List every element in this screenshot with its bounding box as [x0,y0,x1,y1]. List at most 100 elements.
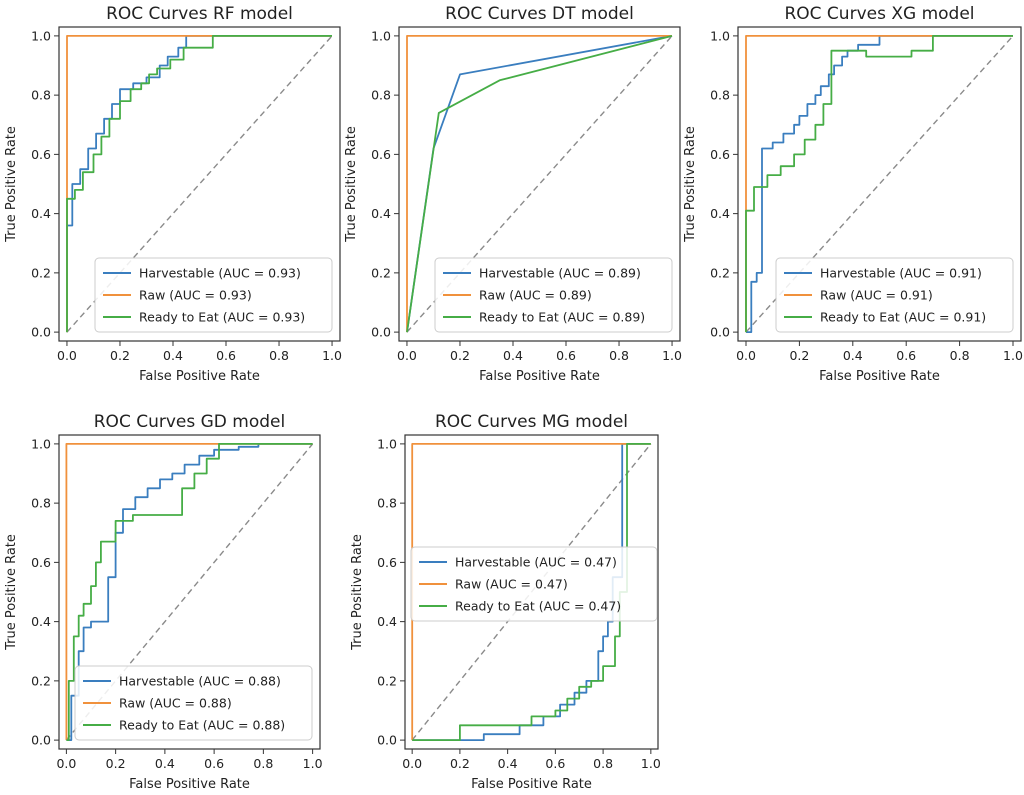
x-tick-label: 0.4 [843,348,863,363]
y-tick-label: 0.6 [371,147,391,162]
y-axis-label: True Positive Rate [350,534,365,651]
axes-frame [58,434,321,750]
legend-entry: Harvestable (AUC = 0.91) [820,266,982,281]
x-tick-label: 0.8 [609,348,629,363]
series-line-ready-to-eat [66,442,313,741]
y-tick-label: 0.2 [710,265,730,280]
legend: Harvestable (AUC = 0.89) Raw (AUC = 0.89)… [434,257,673,333]
y-tick-label: 0.0 [371,325,391,340]
chart-title: ROC Curves GD model [94,412,285,432]
subplot-4: ROC Curves GD model 0.0 0.2 0.4 0.6 0.8 1.0 0.0… [4,412,323,792]
y-axis-label: True Positive Rate [683,126,698,243]
series-line-raw [406,35,672,333]
x-tick-label: 0.6 [545,756,565,771]
x-tick-label: 0.6 [556,348,576,363]
y-tick-label: 0.0 [31,733,51,748]
x-tick-label: 0.2 [110,348,130,363]
legend-entry: Ready to Eat (AUC = 0.47) [455,599,621,614]
y-tick-label: 0.0 [710,325,730,340]
x-axis-label: False Positive Rate [819,369,940,384]
x-tick-label: 0.4 [163,348,183,363]
series-line-ready-to-eat [406,35,673,333]
y-tick-label: 0.4 [377,614,397,629]
y-tick-label: 1.0 [371,28,391,43]
x-tick-label: 0.6 [896,348,916,363]
x-axis-label: False Positive Rate [139,369,260,384]
x-tick-label: 0.4 [503,348,523,363]
chart-title: ROC Curves MG model [435,412,628,432]
axes-frame [58,26,341,342]
series-line-raw [411,442,651,741]
axes-frame [404,434,659,750]
subplot-2: ROC Curves DT model 0.0 0.2 0.4 0.6 0.8 1.0 0.0… [344,4,682,384]
y-tick-label: 0.6 [31,555,51,570]
legend: Harvestable (AUC = 0.88) Raw (AUC = 0.88)… [74,665,313,741]
y-tick-label: 0.2 [31,673,51,688]
subplot-3: ROC Curves XG model 0.0 0.2 0.4 0.6 0.8 1.0 0.0… [683,4,1023,384]
axes-frame [398,26,681,342]
series-line-ready-to-eat [66,35,332,333]
legend-entry: Harvestable (AUC = 0.89) [479,266,641,281]
plot-area [745,35,1014,334]
x-tick-label: 0.0 [736,348,756,363]
series-line-ready-to-eat [745,35,1013,333]
x-tick-label: 0.2 [450,756,470,771]
legend-entry: Ready to Eat (AUC = 0.93) [139,310,305,325]
chart-title: ROC Curves RF model [106,4,293,24]
legend: Harvestable (AUC = 0.91) Raw (AUC = 0.91)… [775,257,1014,333]
x-tick-label: 1.0 [662,348,682,363]
x-tick-label: 0.4 [155,756,175,771]
subplot-1: ROC Curves RF model 0.0 0.2 0.4 0.6 0.8 1.0 0.0… [4,4,342,384]
x-tick-label: 0.8 [253,756,273,771]
legend: Harvestable (AUC = 0.93) Raw (AUC = 0.93)… [94,257,333,333]
series-line-harvestable [66,442,313,741]
chance-diagonal [66,35,333,333]
y-tick-label: 0.8 [31,496,51,511]
legend-entry: Ready to Eat (AUC = 0.91) [820,310,986,325]
y-tick-label: 0.6 [377,555,397,570]
legend-entry: Ready to Eat (AUC = 0.88) [119,718,285,733]
subplot-5: ROC Curves MG model 0.0 0.2 0.4 0.6 0.8 1.0 0.0… [350,412,661,792]
y-axis-label: True Positive Rate [344,126,359,243]
x-tick-label: 0.0 [56,756,76,771]
legend-entry: Raw (AUC = 0.91) [820,288,933,303]
y-tick-label: 0.8 [31,88,51,103]
series-line-harvestable [746,35,1013,334]
chart-title: ROC Curves DT model [445,4,634,24]
y-tick-label: 0.8 [710,88,730,103]
y-tick-label: 0.4 [371,206,391,221]
x-tick-label: 0.0 [397,348,417,363]
legend-entry: Raw (AUC = 0.47) [455,577,568,592]
x-tick-label: 0.4 [498,756,518,771]
x-tick-label: 0.8 [950,348,970,363]
x-tick-label: 1.0 [641,756,661,771]
legend-frame [434,257,673,333]
y-tick-label: 0.0 [31,325,51,340]
legend: Harvestable (AUC = 0.47) Raw (AUC = 0.47)… [410,546,658,622]
x-tick-label: 0.2 [106,756,126,771]
legend-frame [94,257,333,333]
y-tick-label: 0.4 [31,206,51,221]
y-tick-label: 1.0 [377,436,397,451]
chance-diagonal [406,35,673,333]
x-tick-label: 0.0 [57,348,77,363]
legend-entry: Harvestable (AUC = 0.47) [455,555,617,570]
x-axis-label: False Positive Rate [129,777,250,792]
plot-area [406,35,673,333]
plot-area [65,442,314,741]
legend-entry: Raw (AUC = 0.88) [119,696,232,711]
x-tick-label: 1.0 [303,756,323,771]
legend-frame [775,257,1014,333]
legend-entry: Raw (AUC = 0.93) [139,288,252,303]
chart-title: ROC Curves XG model [784,4,974,24]
x-tick-label: 0.6 [204,756,224,771]
y-tick-label: 1.0 [31,436,51,451]
y-axis-label: True Positive Rate [4,126,19,243]
axes-frame [737,26,1022,342]
y-tick-label: 0.2 [371,265,391,280]
x-axis-label: False Positive Rate [479,369,600,384]
y-tick-label: 1.0 [710,28,730,43]
y-tick-label: 0.6 [31,147,51,162]
x-tick-label: 1.0 [1003,348,1023,363]
